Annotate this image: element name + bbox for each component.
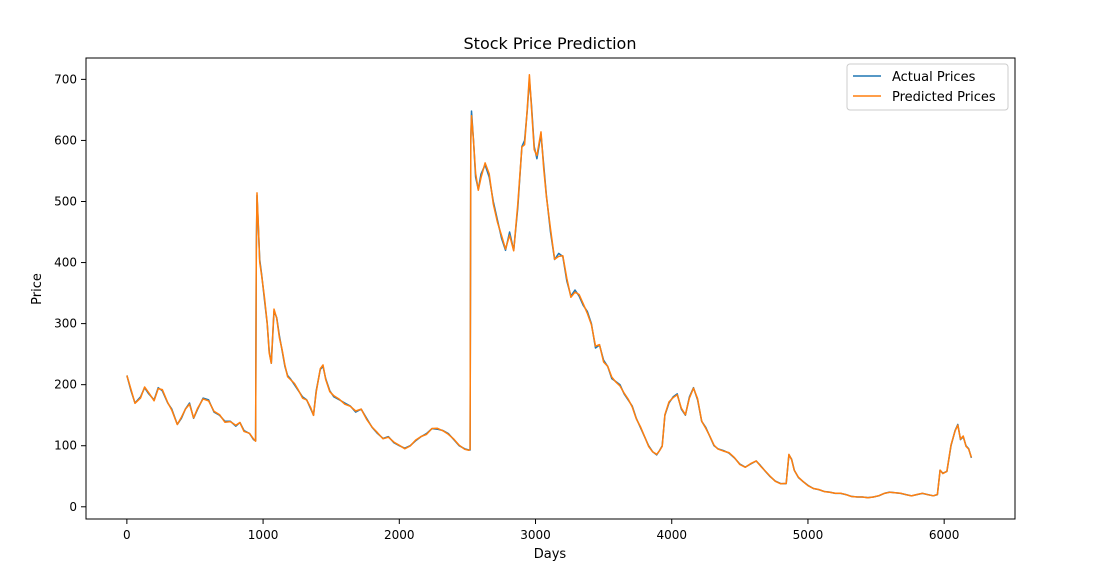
legend-box [846, 63, 1009, 111]
series-line-actual-prices [126, 78, 973, 499]
x-axis: 0 1000 2000 3000 4000 5000 6000 [123, 519, 959, 542]
y-axis-label: Price [30, 273, 45, 305]
y-tick-label: 500 [54, 194, 77, 208]
series-line-predicted-prices [126, 74, 973, 499]
plot-frame [85, 57, 1016, 520]
y-tick-label: 200 [54, 378, 77, 392]
y-axis: 0 100 200 300 400 500 600 700 [54, 72, 86, 514]
y-tick-label: 400 [54, 256, 77, 270]
x-tick-label: 2000 [384, 528, 415, 542]
x-tick-label: 5000 [793, 528, 824, 542]
legend: Actual Prices Predicted Prices [846, 63, 1009, 111]
chart-title: Stock Price Prediction [464, 34, 637, 53]
y-tick-label: 100 [54, 439, 77, 453]
x-tick-label: 4000 [656, 528, 687, 542]
x-tick-label: 3000 [520, 528, 551, 542]
x-axis-label: Days [534, 547, 567, 562]
plot-area [126, 74, 973, 499]
legend-label-predicted: Predicted Prices [892, 90, 996, 105]
y-tick-label: 700 [54, 72, 77, 86]
y-tick-label: 600 [54, 133, 77, 147]
x-tick-label: 1000 [248, 528, 279, 542]
x-tick-label: 0 [123, 528, 131, 542]
x-tick-label: 6000 [929, 528, 960, 542]
y-tick-label: 300 [54, 317, 77, 331]
y-tick-label: 0 [69, 500, 77, 514]
legend-label-actual: Actual Prices [892, 70, 976, 85]
